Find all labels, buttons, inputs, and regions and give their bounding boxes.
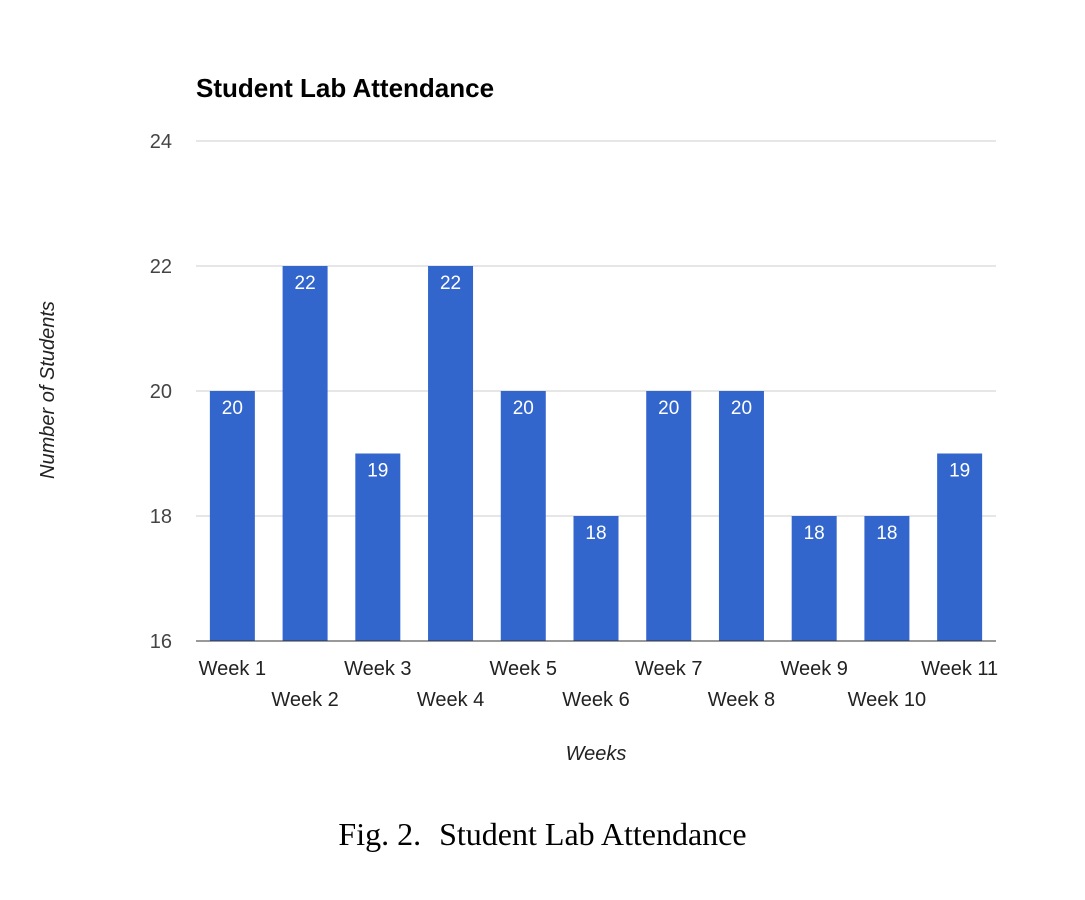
y-axis-ticks: 16 18 20 22 24 <box>150 131 172 653</box>
data-label: 20 <box>513 398 534 419</box>
bar <box>718 391 764 641</box>
data-label: 19 <box>367 461 388 482</box>
x-tick-label: Week 7 <box>635 658 702 680</box>
x-tick-label: Week 1 <box>199 658 266 680</box>
data-labels: 20 22 19 22 20 18 20 20 18 18 19 <box>222 273 970 544</box>
y-tick-label: 22 <box>150 256 172 278</box>
x-axis-label: Weeks <box>566 743 627 765</box>
bar-chart: Student Lab Attendance 16 18 20 22 24 20 22 19… <box>37 73 999 765</box>
x-tick-label: Week 10 <box>848 689 927 711</box>
data-label: 18 <box>804 523 825 544</box>
y-tick-label: 16 <box>150 631 172 653</box>
bar <box>282 266 328 641</box>
x-tick-label: Week 2 <box>271 689 338 711</box>
data-label: 22 <box>295 273 316 294</box>
y-tick-label: 20 <box>150 381 172 403</box>
x-tick-label: Week 3 <box>344 658 411 680</box>
bar <box>573 516 619 641</box>
x-tick-label: Week 9 <box>780 658 847 680</box>
caption-number: Fig. 2. <box>338 816 422 852</box>
x-tick-label: Week 4 <box>417 689 484 711</box>
bar <box>500 391 546 641</box>
data-label: 20 <box>222 398 243 419</box>
y-tick-label: 24 <box>150 131 172 153</box>
bar <box>355 453 401 641</box>
x-tick-label: Week 11 <box>921 658 998 680</box>
bars <box>209 266 983 641</box>
y-tick-label: 18 <box>150 506 172 528</box>
figure-caption: Fig. 2. Student Lab Attendance <box>0 816 1085 853</box>
data-label: 19 <box>949 461 970 482</box>
caption-text: Student Lab Attendance <box>439 816 747 852</box>
chart-title: Student Lab Attendance <box>196 73 494 103</box>
x-tick-label: Week 5 <box>490 658 557 680</box>
bar <box>646 391 692 641</box>
data-label: 18 <box>585 523 606 544</box>
data-label: 20 <box>658 398 679 419</box>
data-label: 22 <box>440 273 461 294</box>
bar <box>864 516 910 641</box>
bar <box>791 516 837 641</box>
x-tick-label: Week 6 <box>562 689 629 711</box>
bar <box>937 453 983 641</box>
bar <box>209 391 255 641</box>
y-axis-label: Number of Students <box>37 301 59 479</box>
bar <box>428 266 474 641</box>
data-label: 18 <box>876 523 897 544</box>
x-tick-label: Week 8 <box>708 689 775 711</box>
data-label: 20 <box>731 398 752 419</box>
